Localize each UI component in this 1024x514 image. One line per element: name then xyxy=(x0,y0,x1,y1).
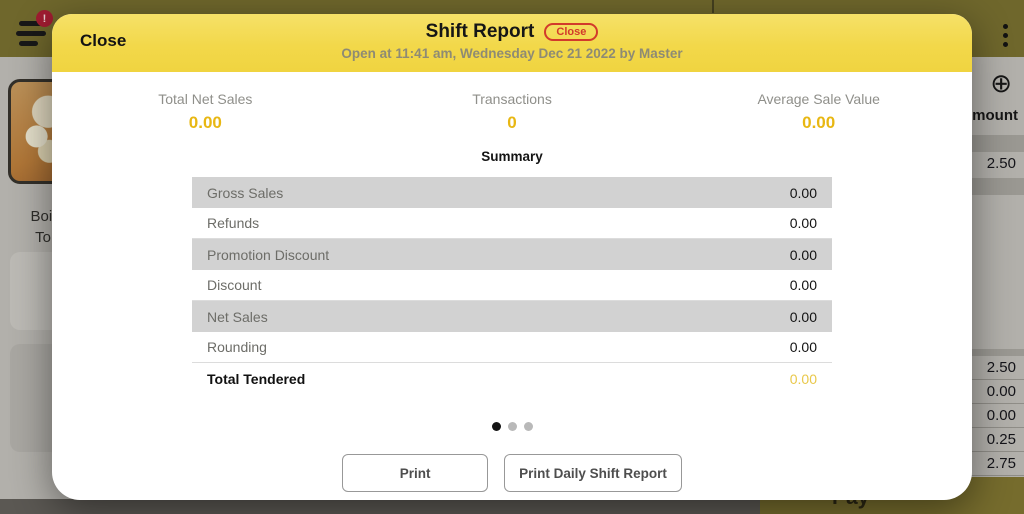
page-indicator xyxy=(52,422,972,431)
column-header-amount: Amount xyxy=(961,107,1018,124)
row-label: Gross Sales xyxy=(207,184,284,201)
amount-cell: 2.50 xyxy=(986,155,1016,172)
table-row: Rounding 0.00 xyxy=(192,332,832,363)
row-label: Discount xyxy=(207,277,262,293)
product-label-line1: Boil xyxy=(30,208,56,225)
table-row-total: Total Tendered 0.00 xyxy=(192,363,832,394)
row-value: 0.00 xyxy=(789,277,817,293)
stats-row: Total Net Sales 0.00 Transactions 0 Aver… xyxy=(52,72,972,133)
row-value: 0.00 xyxy=(789,370,817,387)
page-dot[interactable] xyxy=(507,422,517,431)
add-item-icon[interactable]: ⊕ xyxy=(990,68,1012,98)
stat-total-net-sales: Total Net Sales 0.00 xyxy=(52,91,359,133)
bottom-strip xyxy=(0,499,760,514)
stat-transactions: Transactions 0 xyxy=(359,91,666,133)
stat-label: Transactions xyxy=(472,91,552,107)
row-value: 0.00 xyxy=(789,184,817,201)
stat-value: 0.00 xyxy=(802,113,836,132)
modal-title: Shift Report xyxy=(425,21,535,42)
more-options-icon[interactable] xyxy=(1003,24,1008,51)
row-value: 0.00 xyxy=(789,246,817,263)
row-value: 0.00 xyxy=(789,308,817,325)
table-row: Net Sales 0.00 xyxy=(192,301,832,332)
row-label: Total Tendered xyxy=(207,370,306,387)
modal-header: Close Shift Report Close Open at 11:41 a… xyxy=(52,14,972,72)
product-label-line2: To xyxy=(35,229,51,246)
page-dot[interactable] xyxy=(523,422,533,431)
modal-actions: Print Print Daily Shift Report xyxy=(52,454,972,492)
summary-table: Gross Sales 0.00 Refunds 0.00 Promotion … xyxy=(192,177,832,394)
product-label: Boil To xyxy=(6,206,80,248)
row-label: Net Sales xyxy=(207,308,268,325)
print-daily-shift-report-button[interactable]: Print Daily Shift Report xyxy=(504,454,682,492)
close-button[interactable]: Close xyxy=(80,31,127,50)
page-dot[interactable] xyxy=(491,422,501,431)
table-row: Gross Sales 0.00 xyxy=(192,177,832,208)
print-button[interactable]: Print xyxy=(342,454,489,492)
table-row: Promotion Discount 0.00 xyxy=(192,239,832,270)
stat-value: 0.00 xyxy=(188,113,222,132)
stat-label: Average Sale Value xyxy=(757,91,880,107)
panel-divider xyxy=(712,0,714,13)
modal-subtitle: Open at 11:41 am, Wednesday Dec 21 2022 … xyxy=(341,46,683,61)
row-label: Promotion Discount xyxy=(207,246,330,263)
shift-report-modal: Close Shift Report Close Open at 11:41 a… xyxy=(52,14,972,500)
hamburger-menu-icon[interactable] xyxy=(16,21,46,51)
shift-status-badge: Close xyxy=(544,23,599,41)
row-value: 0.00 xyxy=(789,339,817,355)
stat-label: Total Net Sales xyxy=(158,91,253,107)
row-value: 0.00 xyxy=(789,215,817,231)
row-label: Refunds xyxy=(207,215,260,231)
notification-badge: ! xyxy=(36,10,53,27)
table-row: Discount 0.00 xyxy=(192,270,832,301)
stat-average-sale-value: Average Sale Value 0.00 xyxy=(665,91,972,133)
summary-title: Summary xyxy=(481,149,543,164)
stat-value: 0 xyxy=(507,113,517,132)
table-row: Refunds 0.00 xyxy=(192,208,832,239)
row-label: Rounding xyxy=(207,339,267,355)
